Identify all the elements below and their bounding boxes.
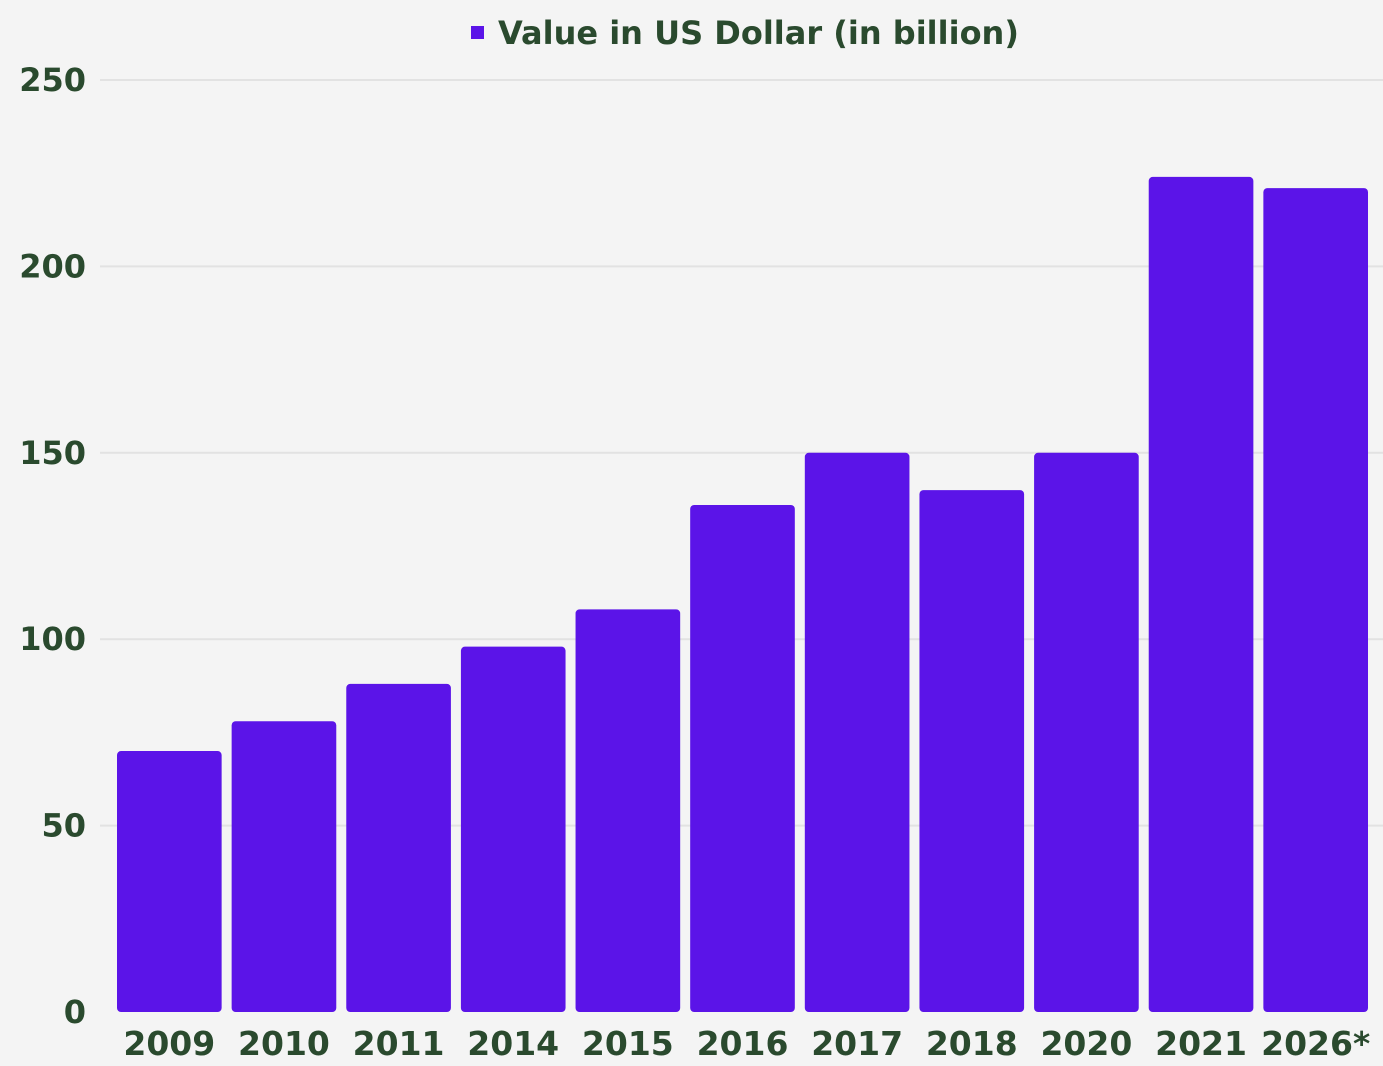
bar-2017 [804, 452, 910, 1012]
x-tick-label: 2017 [811, 1024, 903, 1063]
y-tick-label: 0 [64, 993, 86, 1031]
x-tick-label: 2015 [582, 1024, 674, 1063]
legend-label: Value in US Dollar (in billion) [498, 14, 1019, 52]
x-tick-label: 2014 [467, 1024, 559, 1063]
x-tick-label: 2021 [1155, 1024, 1247, 1063]
x-tick-label: 2009 [123, 1024, 215, 1063]
y-tick-label: 150 [19, 434, 86, 472]
x-tick-label: 2016 [697, 1024, 789, 1063]
y-axis: 0 50 100 150 200 250 [19, 61, 86, 1031]
legend: Value in US Dollar (in billion) [471, 14, 1019, 52]
x-tick-label: 2020 [1040, 1024, 1132, 1063]
bars [117, 176, 1368, 1013]
y-tick-label: 100 [19, 620, 86, 658]
y-tick-label: 50 [41, 807, 86, 845]
x-tick-label: 2018 [926, 1024, 1018, 1063]
bar-2018 [919, 490, 1025, 1013]
bar-2016 [690, 504, 795, 1012]
x-tick-label: 2011 [353, 1024, 445, 1063]
x-axis: 2009 2010 2011 2014 2015 2016 2017 2018 2020 2021… [123, 1024, 1370, 1063]
y-tick-label: 250 [19, 61, 86, 99]
x-tick-label: 2010 [238, 1024, 330, 1063]
x-tick-label: 2026* [1261, 1024, 1370, 1063]
bar-2009 [117, 751, 222, 1012]
bar-2011 [346, 683, 451, 1012]
y-tick-label: 200 [19, 247, 86, 285]
bar-2021 [1148, 176, 1254, 1013]
bar-2026 [1263, 188, 1368, 1012]
bar-2014 [460, 646, 566, 1012]
bar-2010 [231, 721, 337, 1012]
bar-2015 [575, 609, 681, 1012]
legend-swatch [471, 26, 484, 39]
bar-2020 [1034, 452, 1139, 1012]
